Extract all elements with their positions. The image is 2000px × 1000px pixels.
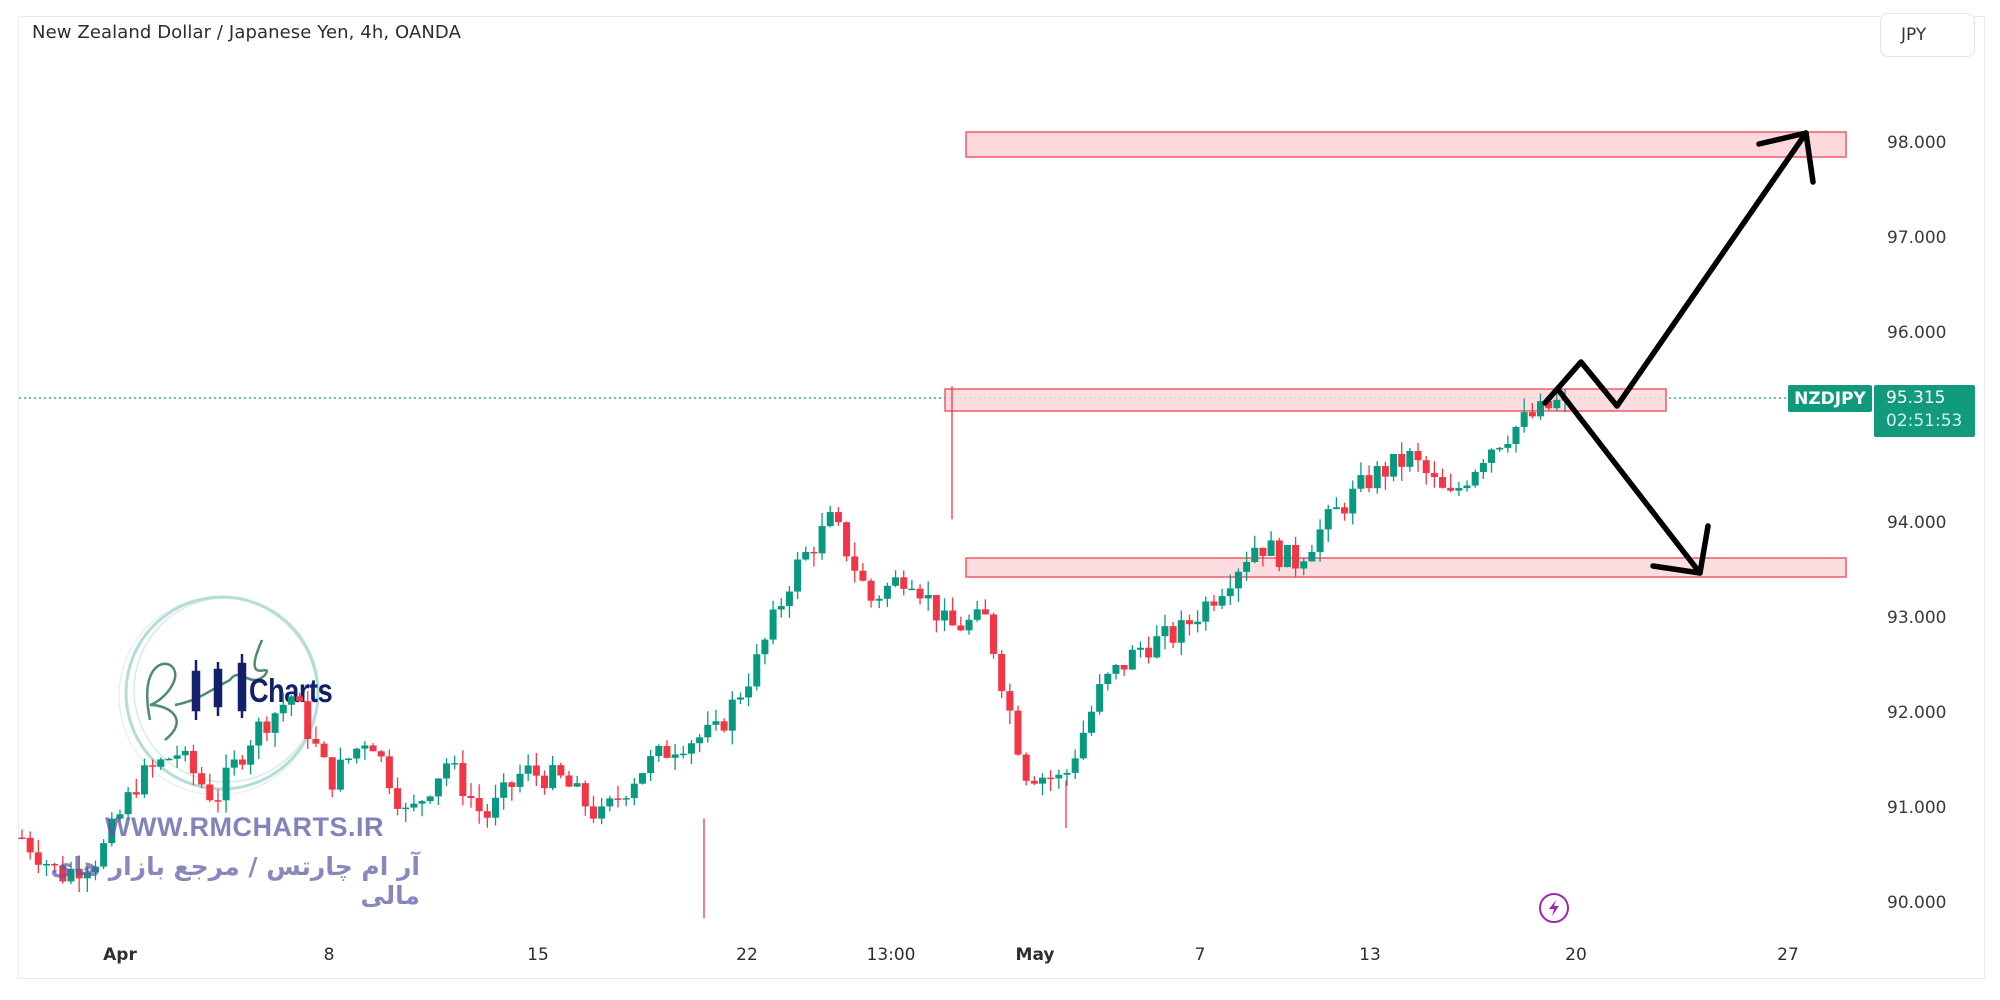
- time-tick: 20: [1565, 945, 1587, 965]
- chart-title: New Zealand Dollar / Japanese Yen, 4h, O…: [32, 22, 461, 43]
- logo-candles-icon: [191, 654, 247, 720]
- time-tick: Apr: [103, 945, 137, 965]
- last-price-tag: 95.315 02:51:53: [1874, 385, 1975, 437]
- time-tick: May: [1015, 945, 1055, 965]
- last-price-value: 95.315: [1886, 388, 1946, 408]
- chart-frame: [18, 16, 1985, 979]
- price-tick: 94.000: [1887, 513, 1947, 533]
- lightning-icon[interactable]: [1539, 893, 1569, 923]
- up-arrow-icon[interactable]: [1542, 130, 1816, 409]
- time-tick: 15: [527, 945, 549, 965]
- price-tick: 97.000: [1887, 228, 1947, 248]
- time-tick: 13: [1359, 945, 1381, 965]
- time-tick: 27: [1777, 945, 1799, 965]
- price-tick: 96.000: [1887, 323, 1947, 343]
- support-zone[interactable]: [965, 557, 1847, 578]
- price-tick: 98.000: [1887, 133, 1947, 153]
- target-zone-98[interactable]: [965, 131, 1847, 158]
- watermark-persian: آر ام چارتس / مرجع بازار های مالی: [50, 852, 420, 910]
- bar-countdown: 02:51:53: [1886, 411, 1963, 431]
- logo-signature-icon: [146, 639, 268, 741]
- price-tick: 90.000: [1887, 893, 1947, 913]
- candlestick-series: [18, 386, 1569, 919]
- resistance-zone[interactable]: [944, 388, 1667, 412]
- symbol-tag: NZDJPY: [1788, 385, 1872, 412]
- price-tick: 93.000: [1887, 608, 1947, 628]
- time-tick: 22: [736, 945, 758, 965]
- time-tick: 8: [323, 945, 335, 965]
- price-tick: 92.000: [1887, 703, 1947, 723]
- time-tick: 7: [1194, 945, 1206, 965]
- price-tick: 91.000: [1887, 798, 1947, 818]
- currency-button[interactable]: JPY: [1880, 13, 1975, 57]
- watermark-url: WWW.RMCHARTS.IR: [105, 812, 384, 842]
- time-tick: 13:00: [866, 945, 916, 965]
- down-arrow-icon[interactable]: [1557, 389, 1711, 576]
